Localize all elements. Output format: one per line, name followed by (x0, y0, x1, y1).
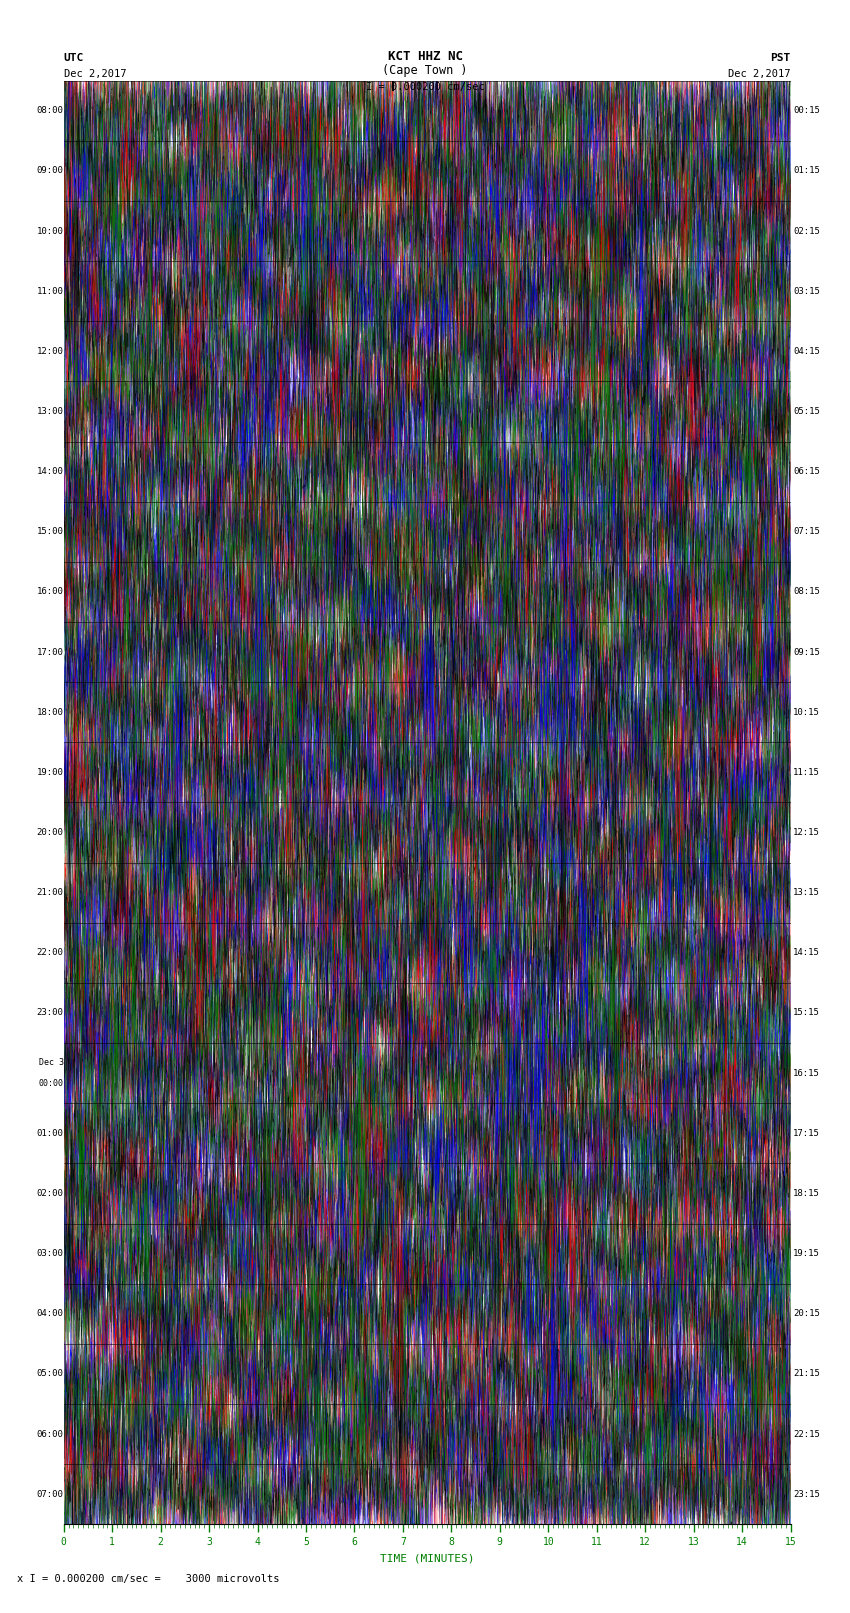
Text: 10:15: 10:15 (793, 708, 819, 716)
Text: Dec 2,2017: Dec 2,2017 (728, 69, 791, 79)
Text: 02:00: 02:00 (37, 1189, 64, 1198)
Text: 23:15: 23:15 (793, 1490, 819, 1498)
Text: 01:00: 01:00 (37, 1129, 64, 1137)
Text: Dec 2,2017: Dec 2,2017 (64, 69, 127, 79)
Text: 12:00: 12:00 (37, 347, 64, 356)
Text: 18:15: 18:15 (793, 1189, 819, 1198)
Text: 16:00: 16:00 (37, 587, 64, 597)
Text: 13:00: 13:00 (37, 406, 64, 416)
Text: 05:00: 05:00 (37, 1369, 64, 1379)
Text: 03:15: 03:15 (793, 287, 819, 295)
Text: 07:00: 07:00 (37, 1490, 64, 1498)
Text: 19:15: 19:15 (793, 1248, 819, 1258)
Text: 16:15: 16:15 (793, 1069, 819, 1077)
Text: 15:00: 15:00 (37, 527, 64, 536)
Text: (Cape Town ): (Cape Town ) (382, 65, 468, 77)
Text: 15:15: 15:15 (793, 1008, 819, 1018)
Text: 20:15: 20:15 (793, 1310, 819, 1318)
X-axis label: TIME (MINUTES): TIME (MINUTES) (380, 1553, 474, 1563)
Text: 09:00: 09:00 (37, 166, 64, 176)
Text: 12:15: 12:15 (793, 827, 819, 837)
Text: 21:00: 21:00 (37, 889, 64, 897)
Text: x I = 0.000200 cm/sec =    3000 microvolts: x I = 0.000200 cm/sec = 3000 microvolts (17, 1574, 280, 1584)
Text: 17:00: 17:00 (37, 647, 64, 656)
Text: 08:15: 08:15 (793, 587, 819, 597)
Text: 19:00: 19:00 (37, 768, 64, 777)
Text: 09:15: 09:15 (793, 647, 819, 656)
Text: 18:00: 18:00 (37, 708, 64, 716)
Text: 05:15: 05:15 (793, 406, 819, 416)
Text: 17:15: 17:15 (793, 1129, 819, 1137)
Text: 00:00: 00:00 (38, 1079, 64, 1089)
Text: 01:15: 01:15 (793, 166, 819, 176)
Text: 06:15: 06:15 (793, 468, 819, 476)
Text: I = 0.000200 cm/sec: I = 0.000200 cm/sec (366, 82, 484, 92)
Text: Dec 3: Dec 3 (38, 1058, 64, 1066)
Text: 02:15: 02:15 (793, 226, 819, 235)
Text: 04:15: 04:15 (793, 347, 819, 356)
Text: 03:00: 03:00 (37, 1248, 64, 1258)
Text: 11:00: 11:00 (37, 287, 64, 295)
Text: 06:00: 06:00 (37, 1429, 64, 1439)
Text: 14:15: 14:15 (793, 948, 819, 958)
Text: 07:15: 07:15 (793, 527, 819, 536)
Text: KCT HHZ NC: KCT HHZ NC (388, 50, 462, 63)
Text: 23:00: 23:00 (37, 1008, 64, 1018)
Text: 08:00: 08:00 (37, 106, 64, 115)
Text: 00:15: 00:15 (793, 106, 819, 115)
Text: 13:15: 13:15 (793, 889, 819, 897)
Text: 20:00: 20:00 (37, 827, 64, 837)
Text: PST: PST (770, 53, 790, 63)
Text: 04:00: 04:00 (37, 1310, 64, 1318)
Text: 22:15: 22:15 (793, 1429, 819, 1439)
Text: 14:00: 14:00 (37, 468, 64, 476)
Text: 11:15: 11:15 (793, 768, 819, 777)
Text: 22:00: 22:00 (37, 948, 64, 958)
Text: 21:15: 21:15 (793, 1369, 819, 1379)
Text: 10:00: 10:00 (37, 226, 64, 235)
Text: UTC: UTC (64, 53, 84, 63)
